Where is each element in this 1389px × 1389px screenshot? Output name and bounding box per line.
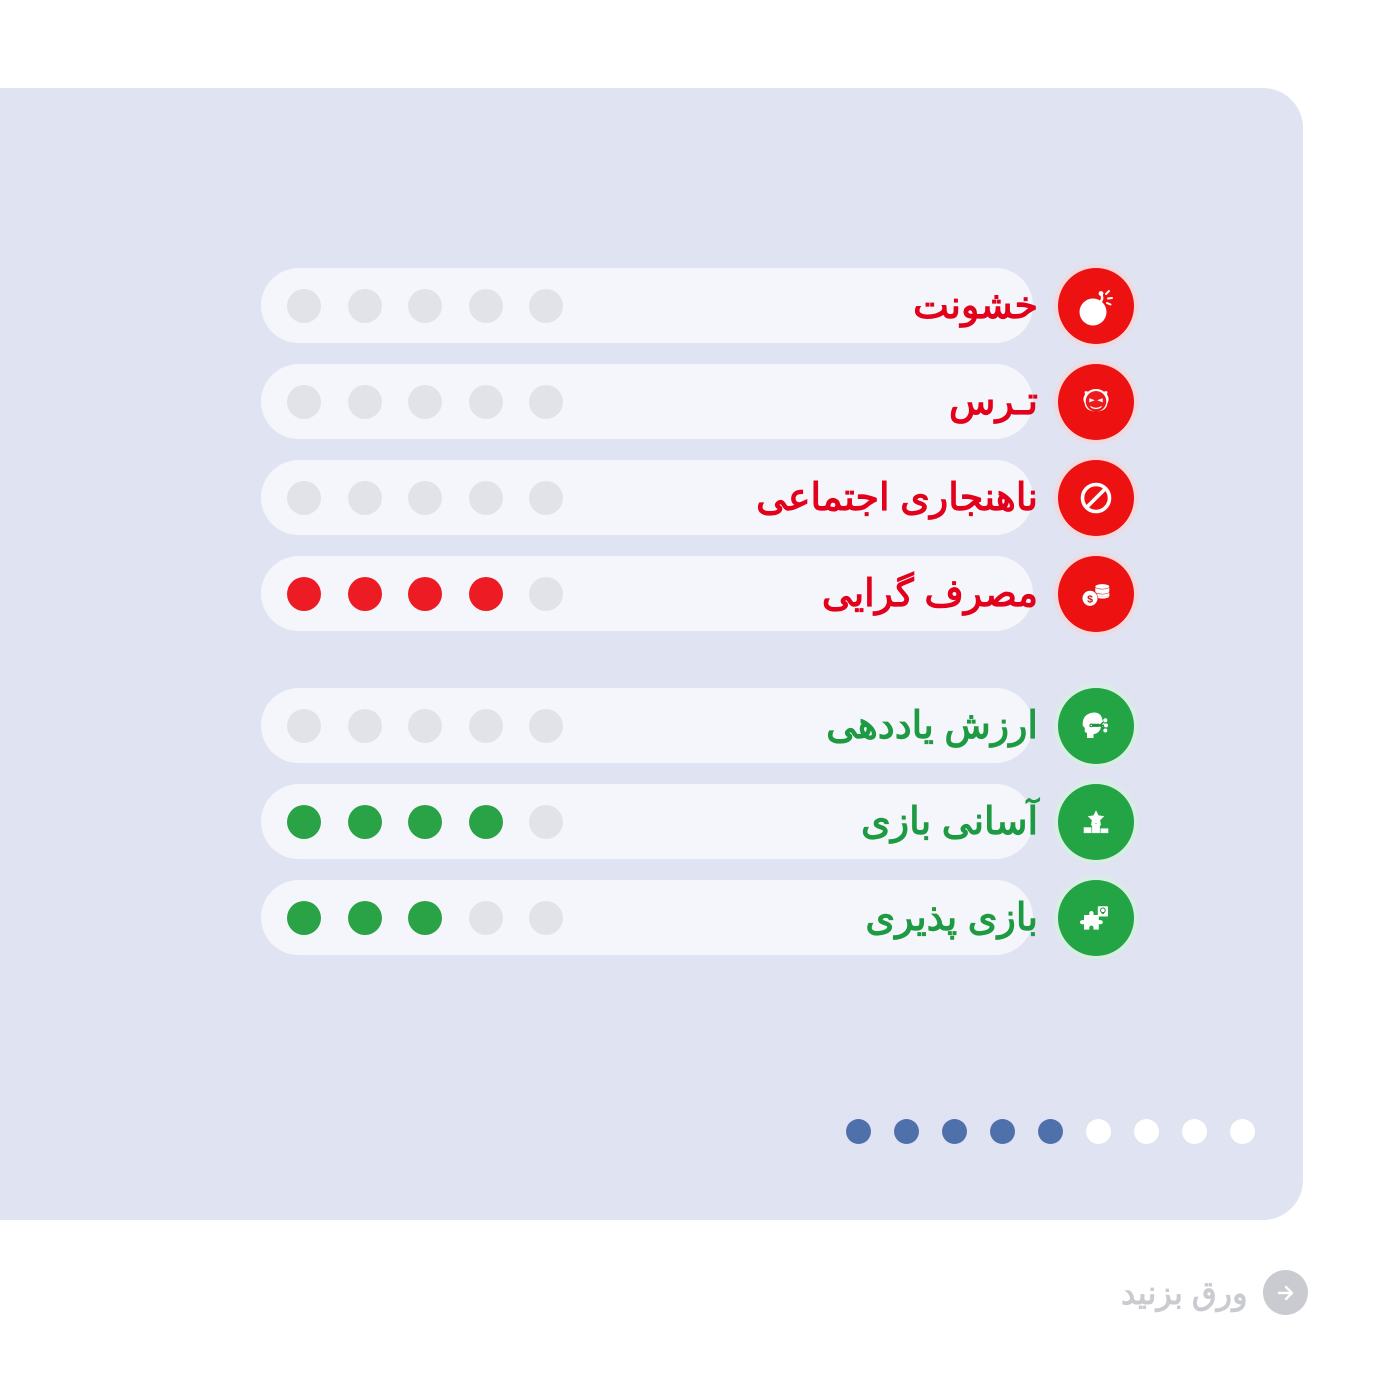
svg-text:$: $	[1087, 593, 1093, 605]
